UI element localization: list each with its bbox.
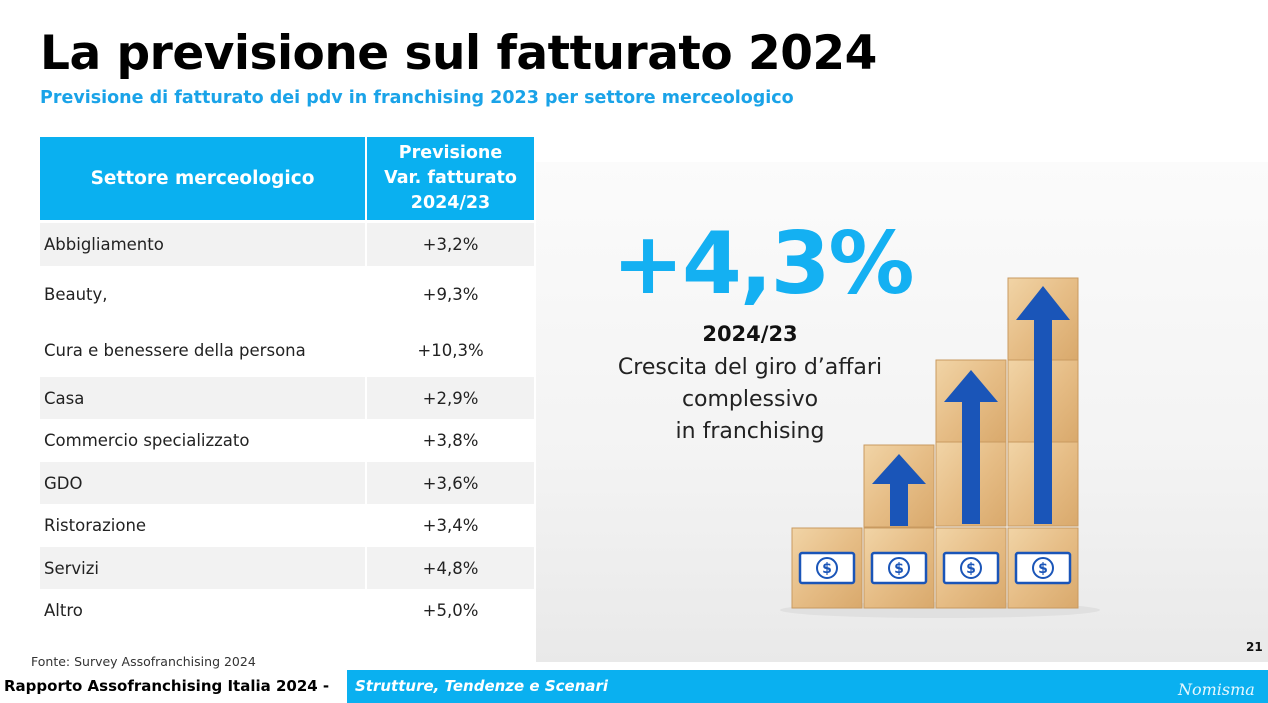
row-value: +3,8%: [422, 431, 479, 450]
table-row: Casa +2,9%: [40, 377, 534, 419]
row-value: +4,8%: [422, 558, 479, 578]
table-row: Beauty, +9,3%: [40, 266, 534, 323]
sector-forecast-table: Settore merceologico Previsione Var. fat…: [40, 137, 534, 631]
dollar-icon: $: [894, 561, 904, 577]
dollar-icon: $: [1038, 561, 1048, 577]
row-sector: Cura e benessere della persona: [40, 323, 367, 377]
highlight-description-line: in franchising: [675, 419, 825, 444]
row-sector: Servizi: [40, 547, 367, 589]
row-sector: Abbigliamento: [40, 223, 367, 266]
table-row: Altro +5,0%: [40, 589, 534, 631]
footer-bar: [347, 670, 1268, 703]
table-row: Commercio specializzato +3,8%: [40, 419, 534, 462]
row-sector: Commercio specializzato: [40, 419, 367, 462]
highlight-description: Crescita del giro d’affari complessivo i…: [590, 352, 910, 448]
highlight-value: +4,3%: [612, 214, 915, 314]
page-subtitle: Previsione di fatturato dei pdv in franc…: [40, 88, 794, 108]
footer-report-subtitle: Strutture, Tendenze e Scenari: [355, 677, 609, 695]
growth-cubes-icon: $ $ $ $: [780, 270, 1100, 620]
highlight-description-line: complessivo: [681, 387, 819, 412]
table-row: Ristorazione +3,4%: [40, 504, 534, 547]
header-forecast-line: Previsione: [398, 143, 503, 163]
row-value: +5,0%: [422, 600, 479, 620]
highlight-description-line: Crescita del giro d’affari: [617, 355, 883, 380]
dollar-icon: $: [822, 561, 832, 577]
highlight-period: 2024/23: [702, 322, 798, 346]
table-row: GDO +3,6%: [40, 462, 534, 504]
row-value: +3,2%: [422, 235, 479, 254]
page-number: 21: [1246, 640, 1263, 654]
row-value: +2,9%: [422, 388, 479, 408]
header-forecast: Previsione Var. fatturato 2024/23: [367, 137, 534, 220]
row-sector: Altro: [40, 589, 367, 631]
footer-report-title: Rapporto Assofranchising Italia 2024 -: [4, 677, 330, 695]
row-sector: GDO: [40, 462, 367, 504]
dollar-icon: $: [966, 561, 976, 577]
page-title: La previsione sul fatturato 2024: [40, 26, 877, 81]
row-sector: Ristorazione: [40, 504, 367, 547]
header-forecast-line: Var. fatturato: [384, 168, 517, 188]
row-value: +3,4%: [422, 516, 479, 535]
table-header: Settore merceologico Previsione Var. fat…: [40, 137, 534, 220]
row-sector: Casa: [40, 377, 367, 419]
row-value: +10,3%: [417, 340, 484, 360]
header-sector: Settore merceologico: [40, 137, 367, 220]
nomisma-logo: Nomisma: [1178, 680, 1255, 699]
source-note: Fonte: Survey Assofranchising 2024: [31, 654, 256, 669]
row-value: +9,3%: [422, 285, 479, 304]
table-row: Abbigliamento +3,2%: [40, 223, 534, 266]
row-sector: Beauty,: [40, 266, 367, 323]
table-row: Cura e benessere della persona +10,3%: [40, 323, 534, 377]
header-forecast-line: 2024/23: [410, 193, 491, 213]
row-value: +3,6%: [422, 473, 479, 493]
table-row: Servizi +4,8%: [40, 547, 534, 589]
